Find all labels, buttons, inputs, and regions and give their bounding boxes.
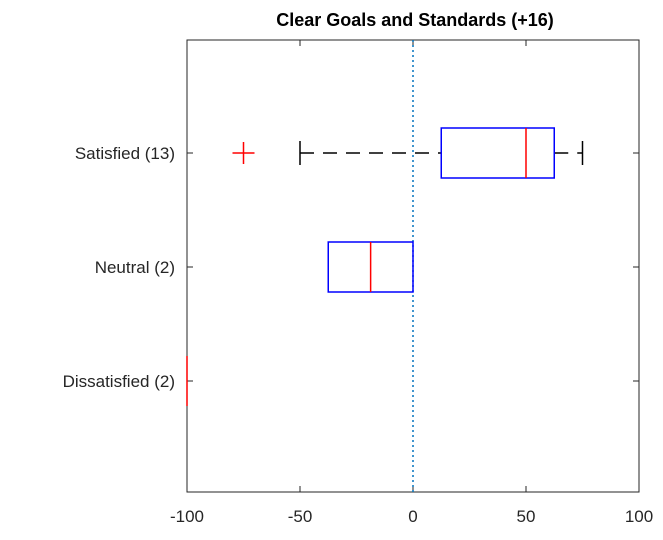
x-tick-label: 100 bbox=[625, 507, 653, 526]
x-tick-label: 50 bbox=[517, 507, 536, 526]
outlier-marker bbox=[232, 142, 255, 164]
x-tick-label: 0 bbox=[408, 507, 417, 526]
x-tick-label: -50 bbox=[288, 507, 313, 526]
x-tick-label: -100 bbox=[170, 507, 204, 526]
y-tick-label: Neutral (2) bbox=[95, 258, 175, 277]
y-tick-label: Satisfied (13) bbox=[75, 144, 175, 163]
chart-title: Clear Goals and Standards (+16) bbox=[276, 10, 554, 30]
plot-area: -100 -50 0 50 100 Satisfied (13) Neutral (2) Di… bbox=[63, 39, 653, 526]
box-iqr bbox=[440, 127, 555, 179]
y-tick-label: Dissatisfied (2) bbox=[63, 372, 175, 391]
